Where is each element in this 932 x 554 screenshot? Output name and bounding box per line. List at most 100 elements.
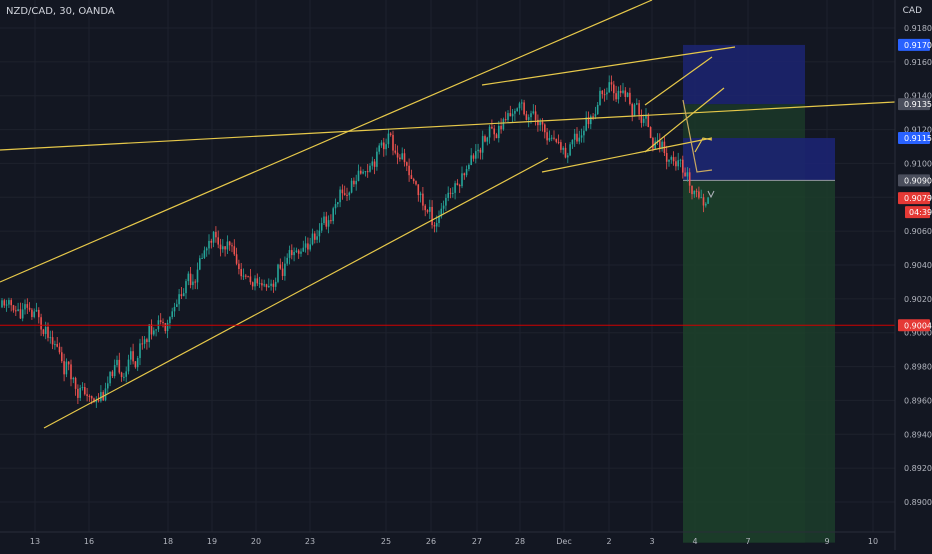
candle-body [61, 352, 63, 362]
x-tick-label: 4 [692, 537, 697, 546]
upper-channel-line[interactable] [0, 0, 653, 283]
candle-body [51, 337, 54, 345]
candles [1, 75, 709, 408]
candle-body [470, 155, 472, 165]
candle-body [127, 359, 130, 372]
candle-body [606, 92, 608, 95]
candle-body [433, 225, 436, 227]
candle-body [619, 90, 622, 93]
candle-body [509, 113, 512, 117]
drawings[interactable] [0, 0, 896, 429]
candle-body [394, 150, 397, 153]
wedge-upper-line[interactable] [481, 46, 736, 86]
candle-body [675, 161, 677, 167]
wedge-lower-line[interactable] [541, 137, 713, 173]
candle-body [378, 145, 380, 152]
candle-body [256, 278, 259, 284]
candle-body [318, 230, 321, 237]
candle-body [33, 311, 35, 317]
candle-body [279, 264, 282, 269]
candle-body [286, 257, 288, 264]
candle-body [15, 310, 17, 312]
candle-body [521, 102, 523, 104]
candle-body [652, 137, 654, 149]
candle-body [599, 90, 601, 105]
candle-body [481, 136, 484, 153]
candle-body [530, 113, 532, 118]
candle-body [707, 197, 709, 204]
candle-body [419, 193, 422, 196]
candle-body [468, 164, 470, 170]
stop-zone[interactable] [683, 138, 835, 181]
candle-body [465, 169, 468, 176]
candle-body [118, 359, 121, 373]
candle-body [265, 284, 268, 288]
time-axis-labels[interactable]: 13 16 18 19 20 23 25 26 27 28 Dec 2 3 4 7 9 10 [30, 537, 878, 546]
candle-body [440, 208, 443, 217]
candle-body [314, 233, 316, 240]
flag-upper-line[interactable] [644, 56, 713, 106]
candle-body [573, 133, 576, 140]
stop-zone-upper[interactable] [683, 44, 805, 105]
candle-body [77, 388, 79, 398]
candle-body [323, 216, 325, 224]
position-zones[interactable] [683, 44, 835, 543]
candle-body [316, 236, 318, 240]
candle-body [396, 152, 399, 158]
x-tick-label: 9 [824, 537, 829, 546]
candle-body [35, 309, 38, 312]
x-tick-label: 26 [426, 537, 436, 546]
candle-body [24, 304, 26, 310]
candle-body [601, 90, 604, 95]
flag-lower-line[interactable] [644, 87, 725, 153]
candle-body [527, 117, 530, 120]
candle-body [691, 185, 693, 195]
projection-path[interactable] [682, 99, 713, 173]
horizontal-trendline[interactable] [0, 101, 896, 151]
candle-body [546, 132, 548, 141]
candle-body [567, 155, 569, 158]
retest-path[interactable] [694, 137, 713, 153]
candle-body [56, 344, 58, 347]
target-zone[interactable] [683, 180, 835, 543]
candle-body [424, 205, 426, 211]
candle-body [454, 183, 456, 193]
candle-body [107, 383, 109, 389]
candle-body [222, 246, 224, 250]
candle-body [130, 351, 132, 360]
candle-body [254, 278, 256, 287]
candle-body [185, 281, 187, 294]
price-tag [898, 319, 930, 332]
candle-body [590, 116, 592, 125]
x-tick-label: 2 [606, 537, 611, 546]
symbol-title[interactable]: NZD/CAD, 30, OANDA [6, 6, 115, 17]
candle-body [429, 206, 431, 212]
candle-body [426, 210, 429, 212]
candle-body [258, 283, 261, 285]
candle-body [695, 190, 698, 192]
candle-body [210, 240, 213, 243]
candle-body [645, 114, 647, 119]
candle-body [166, 322, 169, 332]
candle-body [63, 361, 65, 375]
lower-channel-line[interactable] [43, 157, 549, 429]
candle-body [569, 144, 571, 156]
candle-body [332, 208, 334, 222]
candle-body [90, 396, 93, 399]
candle-body [456, 183, 459, 186]
candle-body [371, 161, 374, 166]
candle-body [544, 124, 546, 133]
candle-body [610, 82, 613, 85]
candle-body [392, 134, 394, 151]
candle-body [26, 304, 29, 308]
price-axis[interactable] [895, 0, 932, 550]
candle-body [219, 244, 222, 250]
